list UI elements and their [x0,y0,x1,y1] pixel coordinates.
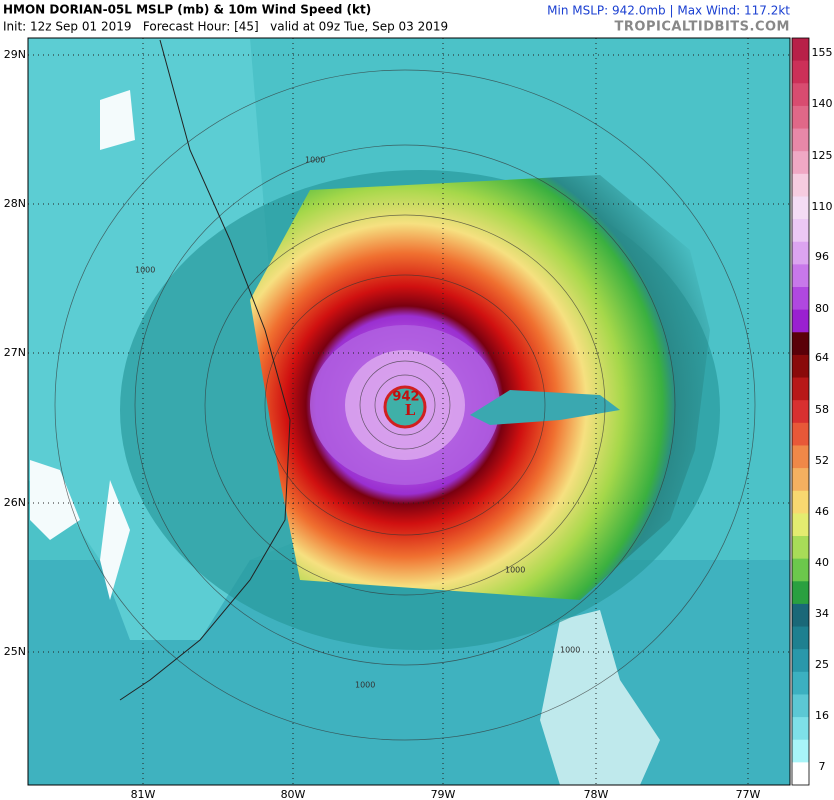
lat-label: 26N [4,496,26,509]
eye [383,385,427,429]
colorbar-label: 110 [812,200,833,213]
lat-label: 28N [4,197,26,210]
lat-label: 29N [4,48,26,61]
colorbar-label: 58 [815,403,829,416]
colorbar-swatch [792,105,809,130]
colorbar-swatch [792,377,809,401]
colorbar-label: 25 [815,658,829,671]
colorbar-swatch [792,513,809,537]
colorbar-swatch [792,173,809,197]
lon-label: 77W [736,788,761,800]
land-patch [30,90,135,600]
colorbar-swatch [792,536,809,560]
colorbar-swatch [792,739,809,763]
colorbar-swatch [792,60,809,84]
contour-label: 1000 [355,681,375,690]
colorbar-swatch [792,603,809,628]
stats: Min MSLP: 942.0mb | Max Wind: 117.2kt [547,4,790,18]
lon-label: 80W [281,788,306,800]
map-area [28,38,790,785]
colorbar-swatch [792,694,809,718]
contour-label: 1000 [305,156,325,165]
map-border [27,37,791,786]
site: TROPICALTIDBITS.COM [615,20,790,35]
contour-label: 1000 [135,266,155,275]
colorbar-swatch [792,468,809,492]
colorbar: 155 140 125 110 96 80 64 58 52 46 40 34 25 16 7 [791,37,833,786]
colorbar-swatch [792,196,809,220]
lon-label: 81W [131,788,156,800]
colorbar-swatch [792,309,809,333]
colorbar-label: 155 [812,46,833,59]
colorbar-label: 40 [815,556,829,569]
low-symbol: L [405,401,416,419]
colorbar-swatch [792,717,809,741]
isobars [54,69,756,741]
colorbar-border [791,37,810,786]
coastline [119,39,291,701]
colorbar-label: 80 [815,302,829,315]
colorbar-swatch [792,671,809,695]
colorbar-swatch [792,332,809,356]
lon-label: 78W [584,788,609,800]
lat-label: 25N [4,645,26,658]
colorbar-swatch [792,649,809,673]
init-line: Init: 12z Sep 01 2019 Forecast Hour: [45… [3,20,448,34]
colorbar-swatch [792,490,809,514]
colorbar-label: 64 [815,351,829,364]
colorbar-label: 16 [815,709,829,722]
colorbar-swatch [792,626,809,650]
colorbar-swatch [792,128,809,152]
colorbar-swatch [792,422,809,446]
colorbar-swatch [792,264,809,288]
colorbar-label: 7 [819,760,826,773]
colorbar-label: 140 [812,97,833,110]
colorbar-swatch [792,558,809,582]
colorbar-swatch [792,287,809,311]
colorbar-swatch [792,762,809,786]
center-pressure: 942 [392,390,419,405]
colorbar-label: 52 [815,454,829,467]
colorbar-label: 34 [815,607,829,620]
title: HMON DORIAN-05L MSLP (mb) & 10m Wind Spe… [3,3,371,17]
lat-label: 27N [4,346,26,359]
andros [540,610,660,785]
grid: 29N 28N 27N 26N 25N 81W 80W 79W 78W 77W 1000 1000 10… [4,38,790,800]
colorbar-swatch [792,83,809,107]
colorbar-swatch [792,400,809,424]
colorbar-label: 125 [812,149,833,162]
colorbar-swatch [792,354,809,379]
colorbar-label: 46 [815,505,829,518]
colorbar-swatch [792,38,809,62]
colorbar-label: 96 [815,250,829,263]
lon-label: 79W [431,788,456,800]
colorbar-swatch [792,219,809,243]
colorbar-swatch [792,445,809,469]
colorbar-swatch [792,151,809,175]
contour-label: 1000 [505,566,525,575]
contour-label: 1000 [560,646,580,655]
colorbar-swatch [792,241,809,265]
colorbar-swatch [792,581,809,605]
